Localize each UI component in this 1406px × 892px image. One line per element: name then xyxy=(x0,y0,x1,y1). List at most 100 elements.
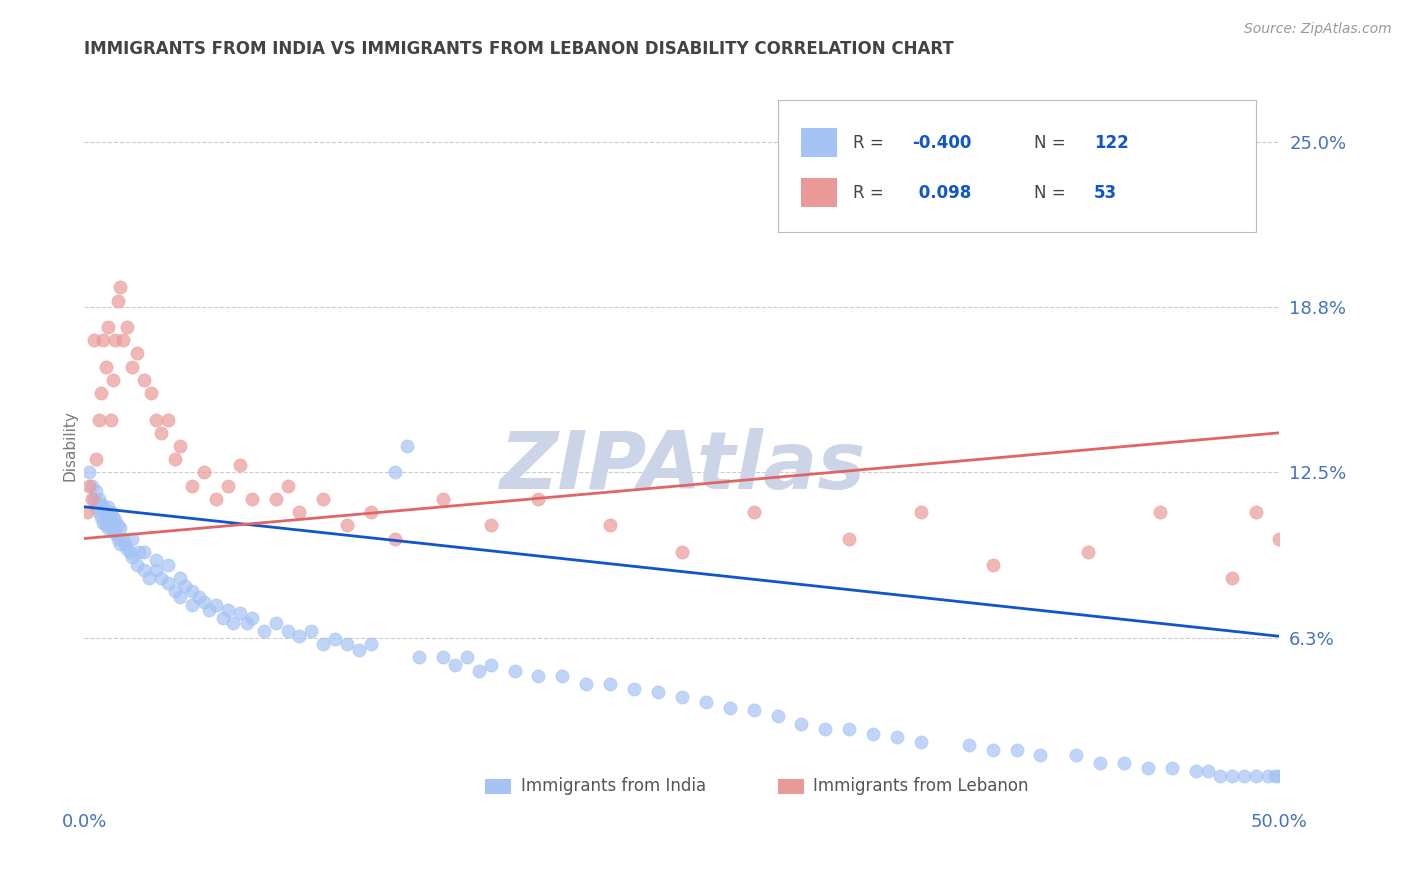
Point xyxy=(86,483,108,498)
Text: N =: N = xyxy=(1035,184,1066,202)
Point xyxy=(104,333,127,347)
Point xyxy=(229,458,252,472)
Point xyxy=(114,537,136,551)
Point xyxy=(125,558,148,572)
Point xyxy=(110,521,132,535)
Text: IMMIGRANTS FROM INDIA VS IMMIGRANTS FROM LEBANON DISABILITY CORRELATION CHART: IMMIGRANTS FROM INDIA VS IMMIGRANTS FROM… xyxy=(84,40,955,58)
Point xyxy=(138,571,160,585)
Point xyxy=(217,478,239,492)
Point xyxy=(121,549,143,564)
Point xyxy=(157,412,180,426)
Text: N =: N = xyxy=(1035,134,1066,152)
Point xyxy=(111,532,134,546)
Point xyxy=(325,632,347,646)
Point xyxy=(212,611,235,625)
Point xyxy=(90,510,112,524)
Point xyxy=(599,518,621,533)
Point xyxy=(1077,545,1099,559)
Point xyxy=(76,505,98,519)
Point xyxy=(80,491,103,506)
Point xyxy=(107,532,129,546)
Text: R =: R = xyxy=(853,184,883,202)
Point xyxy=(101,524,124,538)
Point xyxy=(100,412,122,426)
Point xyxy=(718,700,741,714)
Point xyxy=(77,478,100,492)
Point xyxy=(149,571,172,585)
Point xyxy=(1090,756,1112,771)
Text: Immigrants from India: Immigrants from India xyxy=(520,778,706,796)
Point xyxy=(838,722,860,736)
Point xyxy=(468,664,491,678)
Point xyxy=(288,629,311,643)
Point xyxy=(165,452,187,467)
Point xyxy=(107,293,129,308)
Point xyxy=(121,359,143,374)
Point xyxy=(981,743,1004,757)
Point xyxy=(599,677,621,691)
Point xyxy=(336,518,359,533)
Point xyxy=(264,616,287,631)
Point xyxy=(94,505,117,519)
Point xyxy=(93,500,115,514)
Point xyxy=(181,584,204,599)
Point xyxy=(1149,505,1171,519)
Point xyxy=(145,412,167,426)
Point xyxy=(169,590,191,604)
Point xyxy=(1220,769,1243,783)
Point xyxy=(623,682,645,697)
Point xyxy=(117,320,139,334)
Point xyxy=(173,579,195,593)
Point xyxy=(104,513,127,527)
Point xyxy=(981,558,1004,572)
Point xyxy=(360,505,382,519)
Point xyxy=(97,521,120,535)
Point xyxy=(197,603,219,617)
Point xyxy=(432,650,454,665)
Point xyxy=(575,677,598,691)
Point xyxy=(86,500,108,514)
Point xyxy=(217,603,239,617)
Point xyxy=(205,491,228,506)
Point xyxy=(87,491,110,506)
Point xyxy=(1161,761,1184,775)
Point xyxy=(814,722,837,736)
Point xyxy=(1288,769,1310,783)
Point xyxy=(277,478,299,492)
Point xyxy=(647,685,669,699)
Point xyxy=(957,738,980,752)
Point xyxy=(301,624,323,638)
Point xyxy=(121,532,143,546)
FancyBboxPatch shape xyxy=(778,779,804,794)
Point xyxy=(157,576,180,591)
Point xyxy=(94,518,117,533)
Point xyxy=(90,497,112,511)
Point xyxy=(1305,769,1327,783)
Point xyxy=(336,637,359,651)
Point xyxy=(100,505,122,519)
Point xyxy=(1114,756,1136,771)
Point xyxy=(479,518,502,533)
Point xyxy=(141,386,163,401)
Point xyxy=(90,386,112,401)
Point xyxy=(384,466,406,480)
Point xyxy=(253,624,276,638)
Point xyxy=(193,466,215,480)
Point xyxy=(169,439,191,453)
Point xyxy=(1272,769,1295,783)
Point xyxy=(93,516,115,530)
Point xyxy=(157,558,180,572)
Point xyxy=(264,491,287,506)
Point xyxy=(80,478,103,492)
Point xyxy=(551,669,574,683)
Point xyxy=(132,563,156,577)
Point xyxy=(111,333,134,347)
Point xyxy=(1244,769,1267,783)
Point xyxy=(77,466,100,480)
Point xyxy=(1137,761,1160,775)
Point xyxy=(277,624,299,638)
Point xyxy=(886,730,908,744)
Point xyxy=(503,664,526,678)
FancyBboxPatch shape xyxy=(801,128,838,157)
Point xyxy=(132,373,156,387)
